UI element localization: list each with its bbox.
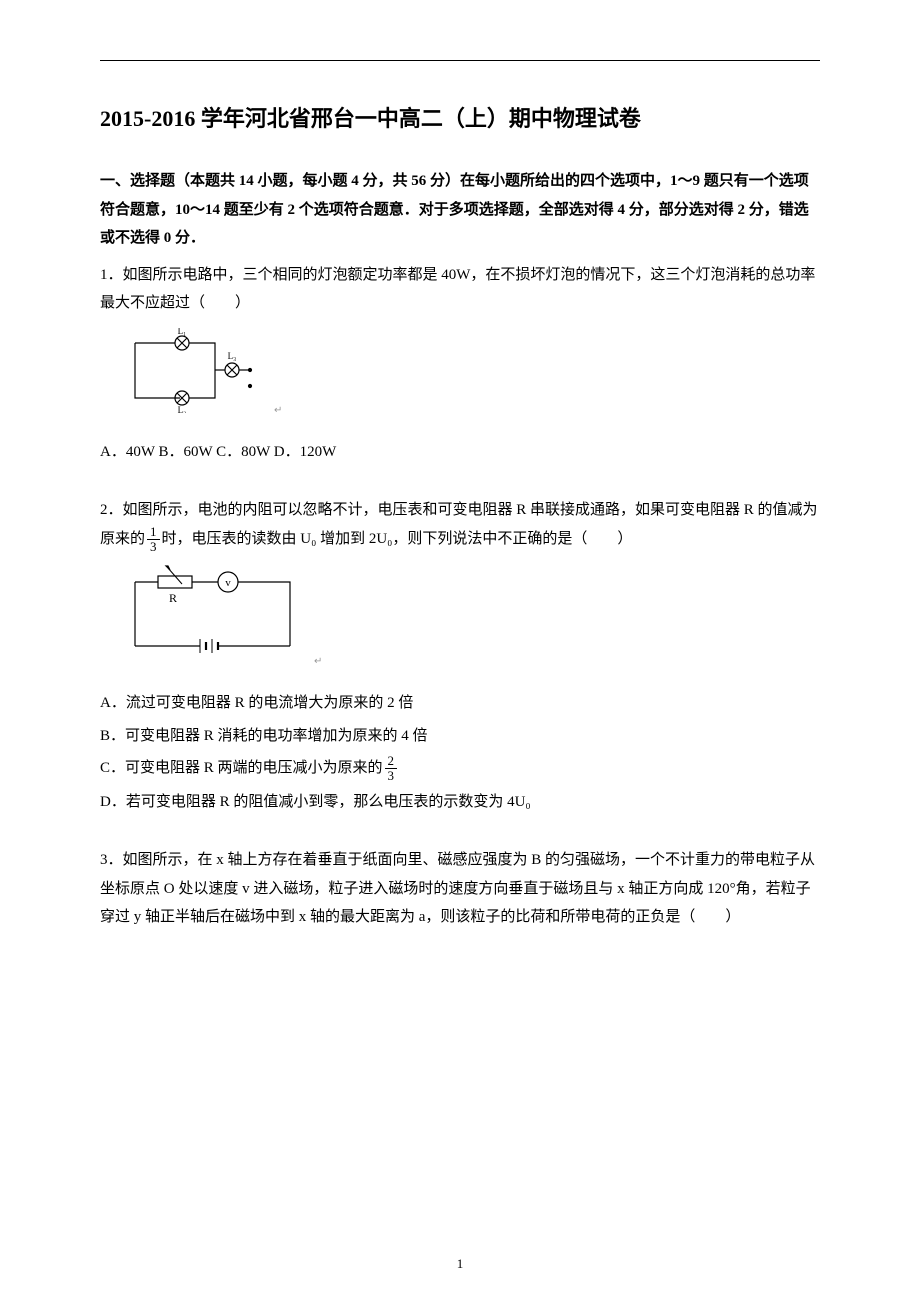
- return-mark-icon: ↵: [274, 405, 282, 416]
- q2-optD: D．若可变电阻器 R 的阻值减小到零，那么电压表的示数变为 4U₀: [100, 788, 820, 817]
- header-rule: [100, 60, 820, 61]
- section-header: 一、选择题（本题共 14 小题，每小题 4 分，共 56 分）在每小题所给出的四…: [100, 167, 820, 253]
- label-V: v: [225, 577, 231, 589]
- q2-optB: B．可变电阻器 R 消耗的电功率增加为原来的 4 倍: [100, 722, 820, 751]
- q2-optA: A．流过可变电阻器 R 的电流增大为原来的 2 倍: [100, 689, 820, 718]
- page-number: 1: [0, 1256, 920, 1272]
- q1-options: A．40W B．60W C．80W D．120W: [100, 438, 820, 467]
- q1-text: 1．如图所示电路中，三个相同的灯泡额定功率都是 40W，在不损坏灯泡的情况下，这…: [100, 261, 820, 318]
- question-2: 2．如图所示，电池的内阻可以忽略不计，电压表和可变电阻器 R 串联接成通路，如果…: [100, 496, 820, 816]
- q2-frac1: 13: [147, 525, 160, 555]
- label-R: R: [169, 591, 177, 605]
- question-1: 1．如图所示电路中，三个相同的灯泡额定功率都是 40W，在不损坏灯泡的情况下，这…: [100, 261, 820, 467]
- label-L3: L₃: [228, 351, 237, 361]
- q3-text: 3．如图所示，在 x 轴上方存在着垂直于纸面向里、磁感应强度为 B 的匀强磁场，…: [100, 846, 820, 932]
- q2-optC-frac: 23: [385, 754, 398, 784]
- page-title: 2015-2016 学年河北省邢台一中高二（上）期中物理试卷: [100, 101, 820, 133]
- q2-options: A．流过可变电阻器 R 的电流增大为原来的 2 倍 B．可变电阻器 R 消耗的电…: [100, 689, 820, 816]
- question-3: 3．如图所示，在 x 轴上方存在着垂直于纸面向里、磁感应强度为 B 的匀强磁场，…: [100, 846, 820, 932]
- label-L2: L₂: [178, 405, 187, 413]
- q2-text: 2．如图所示，电池的内阻可以忽略不计，电压表和可变电阻器 R 串联接成通路，如果…: [100, 496, 820, 554]
- q2-text-part2: 时，电压表的读数由 U₀ 增加到 2U₀，则下列说法中不正确的是（ ）: [162, 531, 633, 547]
- q1-circuit-diagram: L₁ L₂ L₃ ↵: [120, 328, 820, 418]
- q2-circuit-diagram: R v ↵: [120, 564, 820, 669]
- return-mark-icon: ↵: [314, 656, 322, 667]
- q2-optC: C．可变电阻器 R 两端的电压减小为原来的23: [100, 754, 820, 784]
- label-L1: L₁: [178, 328, 187, 336]
